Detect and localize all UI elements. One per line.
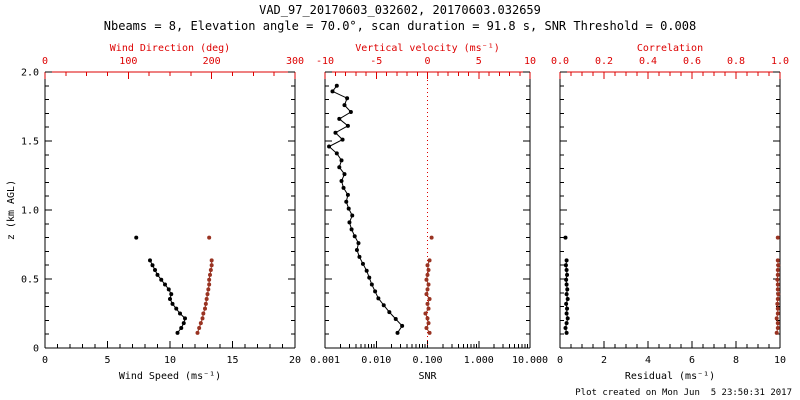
- svg-text:1.0: 1.0: [21, 206, 39, 217]
- svg-text:20: 20: [289, 355, 301, 366]
- svg-text:200: 200: [203, 56, 221, 67]
- svg-text:0.2: 0.2: [595, 56, 613, 67]
- svg-text:z (km AGL): z (km AGL): [6, 180, 17, 240]
- svg-text:-5: -5: [370, 56, 382, 67]
- svg-text:0.6: 0.6: [683, 56, 701, 67]
- svg-text:8: 8: [733, 355, 739, 366]
- svg-text:1.000: 1.000: [464, 355, 494, 366]
- wind-speed-series: [134, 235, 187, 335]
- svg-text:Vertical velocity (ms⁻¹): Vertical velocity (ms⁻¹): [355, 43, 500, 54]
- svg-text:0: 0: [33, 344, 39, 355]
- vertical-velocity-series: [423, 235, 434, 335]
- svg-text:0.8: 0.8: [727, 56, 745, 67]
- svg-text:5: 5: [476, 56, 482, 67]
- svg-text:10: 10: [774, 355, 786, 366]
- plot-subtitle: Nbeams = 8, Elevation angle = 70.0°, sca…: [103, 19, 697, 33]
- svg-text:Correlation: Correlation: [637, 43, 703, 54]
- svg-text:2: 2: [601, 355, 607, 366]
- svg-text:0: 0: [557, 355, 563, 366]
- svg-text:0: 0: [42, 56, 48, 67]
- snr-panel: 0.001 0.010 0.100 1.000 10.000 -10 -5 0 5 10 SNR Ve…: [310, 43, 548, 382]
- svg-text:0: 0: [42, 355, 48, 366]
- svg-text:0.100: 0.100: [412, 355, 442, 366]
- svg-text:1.5: 1.5: [21, 137, 39, 148]
- wind-direction-series: [195, 235, 214, 335]
- residual-panel: 0 2 4 6 8 10 0.0 0.2 0.4 0.6 0.8 1.0 Residual (ms⁻¹)…: [551, 43, 789, 382]
- svg-text:0.0: 0.0: [551, 56, 569, 67]
- plot-title: VAD_97_20170603_032602, 20170603.032659: [259, 3, 541, 17]
- svg-text:2.0: 2.0: [21, 68, 39, 79]
- svg-text:1.0: 1.0: [771, 56, 789, 67]
- svg-text:5: 5: [104, 355, 110, 366]
- svg-text:0.4: 0.4: [639, 56, 657, 67]
- svg-text:6: 6: [689, 355, 695, 366]
- svg-text:-10: -10: [316, 56, 334, 67]
- svg-text:Wind Speed (ms⁻¹): Wind Speed (ms⁻¹): [119, 371, 221, 382]
- snr-series: [327, 83, 405, 335]
- plot-created-timestamp: Plot created on Mon Jun 5 23:50:31 2017: [575, 388, 792, 398]
- svg-text:0.010: 0.010: [361, 355, 391, 366]
- svg-text:4: 4: [645, 355, 651, 366]
- svg-text:0.001: 0.001: [310, 355, 340, 366]
- svg-text:0: 0: [424, 56, 430, 67]
- svg-text:SNR: SNR: [418, 371, 437, 382]
- svg-text:15: 15: [226, 355, 238, 366]
- svg-text:100: 100: [119, 56, 137, 67]
- correlation-series: [774, 235, 781, 335]
- residual-series: [563, 235, 570, 335]
- svg-text:10: 10: [524, 56, 536, 67]
- svg-text:Residual (ms⁻¹): Residual (ms⁻¹): [625, 371, 715, 382]
- svg-text:300: 300: [286, 56, 304, 67]
- svg-text:0.5: 0.5: [21, 275, 39, 286]
- svg-text:10.000: 10.000: [512, 355, 548, 366]
- svg-text:Wind Direction (deg): Wind Direction (deg): [110, 43, 230, 54]
- svg-text:10: 10: [164, 355, 176, 366]
